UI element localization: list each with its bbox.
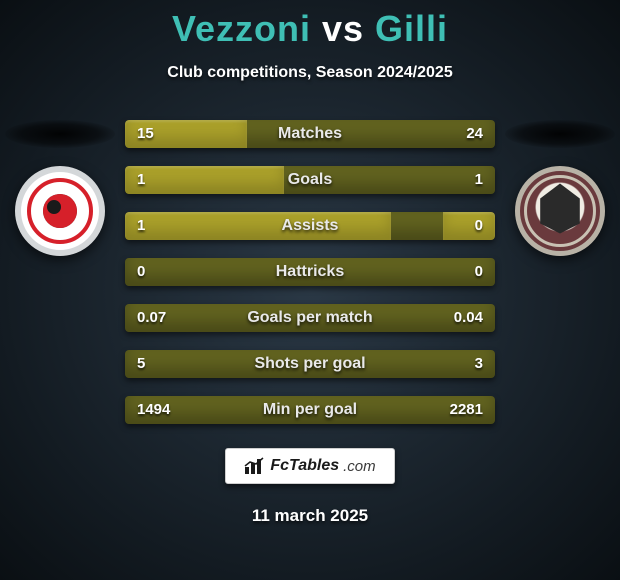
subtitle: Club competitions, Season 2024/2025 bbox=[0, 64, 620, 82]
left-badge-column bbox=[0, 120, 120, 256]
player2-name: Gilli bbox=[375, 8, 448, 49]
stat-row: 0.070.04Goals per match bbox=[125, 304, 495, 332]
stat-label: Matches bbox=[125, 120, 495, 148]
vs-text: vs bbox=[322, 8, 364, 49]
date-text: 11 march 2025 bbox=[0, 506, 620, 526]
content-area: 1524Matches 11Goals 10Assists 00Hattricks 0.… bbox=[0, 120, 620, 424]
chart-icon bbox=[244, 457, 266, 475]
comparison-title: Vezzoni vs Gilli bbox=[0, 0, 620, 50]
footer-brand-badge: FcTables.com bbox=[225, 448, 395, 484]
stat-label: Shots per goal bbox=[125, 350, 495, 378]
stat-row: 1524Matches bbox=[125, 120, 495, 148]
stat-row: 10Assists bbox=[125, 212, 495, 240]
stat-bars-container: 1524Matches 11Goals 10Assists 00Hattricks 0.… bbox=[125, 120, 495, 424]
footer-brand-light: .com bbox=[343, 458, 376, 475]
stat-row: 00Hattricks bbox=[125, 258, 495, 286]
club-crest-left bbox=[15, 166, 105, 256]
stat-row: 53Shots per goal bbox=[125, 350, 495, 378]
stat-label: Hattricks bbox=[125, 258, 495, 286]
stat-row: 14942281Min per goal bbox=[125, 396, 495, 424]
stat-label: Assists bbox=[125, 212, 495, 240]
right-badge-column bbox=[500, 120, 620, 256]
club-crest-right bbox=[515, 166, 605, 256]
shadow-ellipse-right bbox=[505, 120, 615, 148]
stat-row: 11Goals bbox=[125, 166, 495, 194]
stat-label: Goals bbox=[125, 166, 495, 194]
stat-label: Min per goal bbox=[125, 396, 495, 424]
player1-name: Vezzoni bbox=[172, 8, 311, 49]
shadow-ellipse-left bbox=[5, 120, 115, 148]
footer-brand-bold: FcTables bbox=[270, 457, 339, 475]
stat-label: Goals per match bbox=[125, 304, 495, 332]
